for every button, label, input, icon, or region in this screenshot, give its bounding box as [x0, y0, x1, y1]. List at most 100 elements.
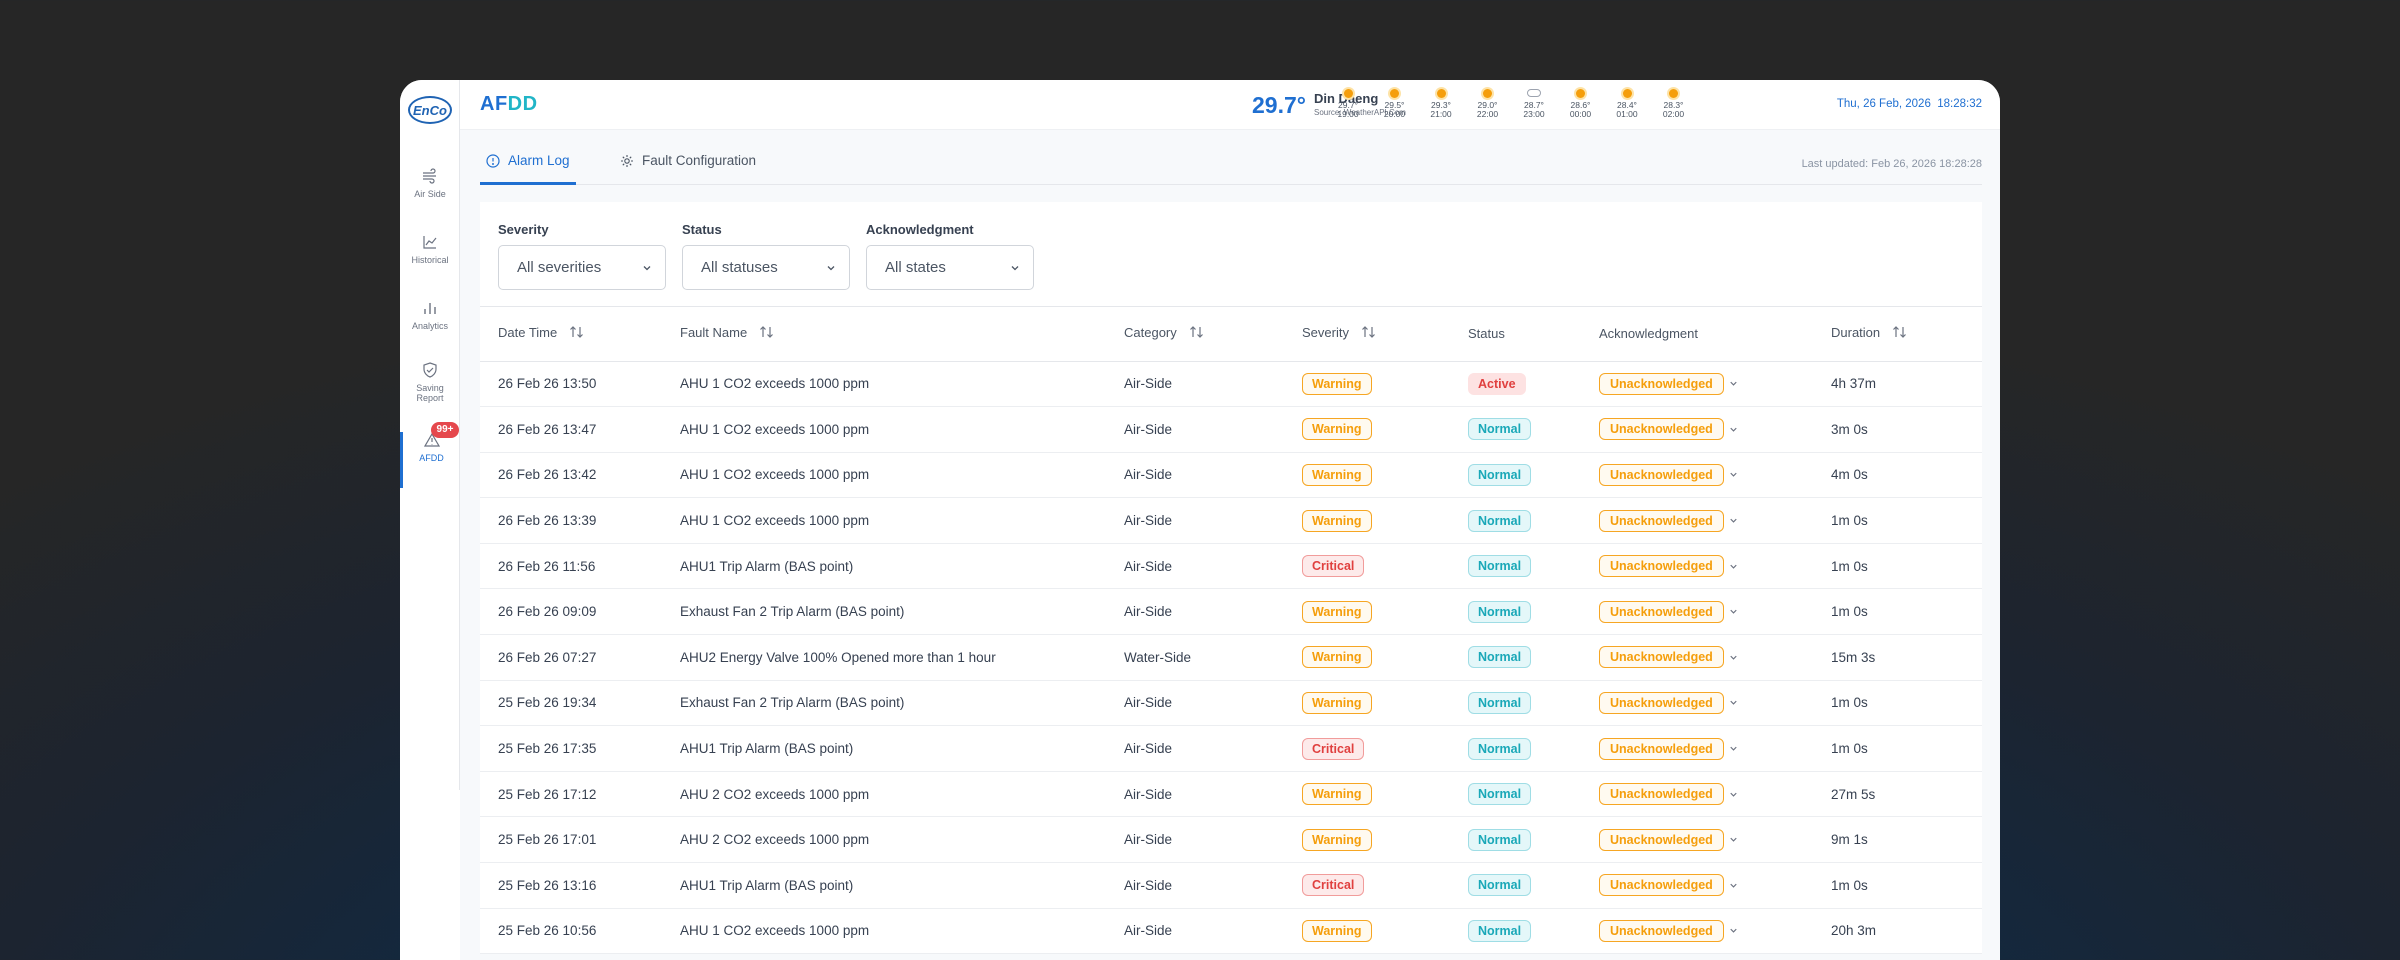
table-row[interactable]: 26 Feb 26 13:39 AHU 1 CO2 exceeds 1000 pp…	[480, 497, 1982, 544]
chevron-down-icon[interactable]	[1728, 469, 1739, 480]
column-header-severity[interactable]: Severity	[1284, 307, 1450, 362]
table-row[interactable]: 25 Feb 26 13:16 AHU1 Trip Alarm (BAS poin…	[480, 862, 1982, 909]
sun-icon	[1421, 86, 1461, 100]
table-row[interactable]: 26 Feb 26 07:27 AHU2 Energy Valve 100% Op…	[480, 634, 1982, 681]
cell-severity: Warning	[1284, 406, 1450, 453]
sort-icon[interactable]	[1361, 325, 1377, 342]
acknowledgment-dropdown[interactable]: Unacknowledged	[1599, 828, 1739, 851]
cell-acknowledgment: Unacknowledged	[1581, 406, 1813, 453]
cell-acknowledgment: Unacknowledged	[1581, 452, 1813, 499]
sort-icon[interactable]	[569, 325, 585, 342]
cell-status: Normal	[1450, 725, 1581, 772]
cell-category: Air-Side	[1106, 361, 1284, 408]
acknowledgment-badge: Unacknowledged	[1599, 919, 1724, 942]
acknowledgment-badge: Unacknowledged	[1599, 463, 1724, 486]
acknowledgment-dropdown[interactable]: Unacknowledged	[1599, 919, 1739, 942]
sidebar-item-saving-report[interactable]: Saving Report	[400, 362, 460, 418]
sort-icon[interactable]	[1892, 325, 1908, 342]
acknowledgment-dropdown[interactable]: Unacknowledged	[1599, 783, 1739, 806]
enco-logo[interactable]: EnCo	[408, 96, 452, 124]
sidebar-item-analytics[interactable]: Analytics	[400, 300, 460, 356]
tab-fault-configuration[interactable]: Fault Configuration	[614, 153, 762, 185]
cell-datetime: 26 Feb 26 11:56	[480, 543, 662, 590]
table-row[interactable]: 26 Feb 26 11:56 AHU1 Trip Alarm (BAS poin…	[480, 543, 1982, 590]
acknowledgment-dropdown[interactable]: Unacknowledged	[1599, 463, 1739, 486]
cell-duration: 1m 0s	[1813, 497, 1982, 544]
chevron-down-icon[interactable]	[1728, 880, 1739, 891]
chevron-down-icon[interactable]	[1728, 652, 1739, 663]
cell-severity: Warning	[1284, 680, 1450, 727]
forecast-temp: 29.3°	[1431, 100, 1451, 110]
chevron-down-icon[interactable]	[1728, 606, 1739, 617]
acknowledgment-select[interactable]: All states	[866, 245, 1034, 290]
chevron-down-icon[interactable]	[1728, 424, 1739, 435]
acknowledgment-dropdown[interactable]: Unacknowledged	[1599, 737, 1739, 760]
sun-icon	[1561, 86, 1601, 100]
chevron-down-icon[interactable]	[1728, 378, 1739, 389]
cell-datetime: 25 Feb 26 17:12	[480, 771, 662, 818]
status-select[interactable]: All statuses	[682, 245, 850, 290]
acknowledgment-dropdown[interactable]: Unacknowledged	[1599, 646, 1739, 669]
header: AFDD 29.7° Din Daeng Source: WeatherAPI.…	[460, 80, 2000, 130]
acknowledgment-badge: Unacknowledged	[1599, 783, 1724, 806]
chevron-down-icon[interactable]	[1728, 789, 1739, 800]
table-row[interactable]: 25 Feb 26 19:34 Exhaust Fan 2 Trip Alarm …	[480, 680, 1982, 727]
chevron-down-icon[interactable]	[1728, 561, 1739, 572]
table-row[interactable]: 26 Feb 26 09:09 Exhaust Fan 2 Trip Alarm …	[480, 588, 1982, 636]
chevron-down-icon[interactable]	[1728, 697, 1739, 708]
status-badge: Active	[1468, 372, 1526, 395]
chevron-down-icon[interactable]	[1728, 834, 1739, 845]
forecast-time: 21:00	[1430, 109, 1452, 119]
table-row[interactable]: 25 Feb 26 17:35 AHU1 Trip Alarm (BAS poin…	[480, 725, 1982, 772]
header-datetime: Thu, 26 Feb, 2026 18:28:32	[1836, 98, 1982, 110]
cell-severity: Warning	[1284, 497, 1450, 544]
severity-badge: Critical	[1302, 874, 1365, 897]
cell-datetime: 26 Feb 26 09:09	[480, 588, 662, 636]
acknowledgment-dropdown[interactable]: Unacknowledged	[1599, 372, 1739, 395]
table-row[interactable]: 26 Feb 26 13:50 AHU 1 CO2 exceeds 1000 pp…	[480, 361, 1982, 408]
chevron-down-icon[interactable]	[1728, 925, 1739, 936]
shield-check-icon	[423, 362, 437, 378]
status-badge: Normal	[1468, 555, 1532, 578]
acknowledgment-dropdown[interactable]: Unacknowledged	[1599, 509, 1739, 532]
acknowledgment-dropdown[interactable]: Unacknowledged	[1599, 600, 1739, 623]
acknowledgment-dropdown[interactable]: Unacknowledged	[1599, 691, 1739, 714]
cell-severity: Warning	[1284, 634, 1450, 681]
sidebar-item-air-side[interactable]: Air Side	[400, 168, 460, 224]
table-row[interactable]: 26 Feb 26 13:42 AHU 1 CO2 exceeds 1000 pp…	[480, 452, 1982, 499]
cell-fault-name: Exhaust Fan 2 Trip Alarm (BAS point)	[662, 680, 1106, 727]
table-row[interactable]: 25 Feb 26 17:12 AHU 2 CO2 exceeds 1000 pp…	[480, 771, 1982, 818]
cell-duration: 1m 0s	[1813, 680, 1982, 727]
column-header-date-time[interactable]: Date Time	[480, 307, 662, 362]
severity-badge: Warning	[1302, 509, 1372, 532]
cell-category: Air-Side	[1106, 725, 1284, 772]
table-header-row: Date Time Fault Name Category Severity S…	[480, 307, 1982, 362]
severity-badge: Warning	[1302, 372, 1372, 395]
table-row[interactable]: 25 Feb 26 10:56 AHU 1 CO2 exceeds 1000 pp…	[480, 908, 1982, 955]
acknowledgment-dropdown[interactable]: Unacknowledged	[1599, 418, 1739, 441]
severity-select[interactable]: All severities	[498, 245, 666, 290]
sidebar-item-historical[interactable]: Historical	[400, 234, 460, 290]
table-row[interactable]: 25 Feb 26 17:01 AHU 2 CO2 exceeds 1000 pp…	[480, 816, 1982, 864]
sort-icon[interactable]	[759, 325, 775, 342]
cell-datetime: 26 Feb 26 13:39	[480, 497, 662, 544]
filter-label: Severity	[498, 222, 549, 237]
sort-icon[interactable]	[1189, 325, 1205, 342]
chevron-down-icon[interactable]	[1728, 743, 1739, 754]
acknowledgment-dropdown[interactable]: Unacknowledged	[1599, 874, 1739, 897]
column-header-fault-name[interactable]: Fault Name	[662, 307, 1106, 362]
severity-badge: Warning	[1302, 418, 1372, 441]
acknowledgment-dropdown[interactable]: Unacknowledged	[1599, 555, 1739, 578]
tab-alarm-log[interactable]: Alarm Log	[480, 153, 576, 185]
table-row[interactable]: 26 Feb 26 13:47 AHU 1 CO2 exceeds 1000 pp…	[480, 406, 1982, 453]
column-header-category[interactable]: Category	[1106, 307, 1284, 362]
cell-acknowledgment: Unacknowledged	[1581, 908, 1813, 955]
cell-duration: 4h 37m	[1813, 361, 1982, 408]
cell-fault-name: AHU 1 CO2 exceeds 1000 ppm	[662, 908, 1106, 955]
chevron-down-icon[interactable]	[1728, 515, 1739, 526]
cell-datetime: 25 Feb 26 17:01	[480, 816, 662, 864]
column-header-duration[interactable]: Duration	[1813, 307, 1982, 362]
sidebar-item-afdd[interactable]: 99+ AFDD	[400, 422, 460, 488]
status-badge: Normal	[1468, 463, 1532, 486]
cell-status: Normal	[1450, 908, 1581, 955]
